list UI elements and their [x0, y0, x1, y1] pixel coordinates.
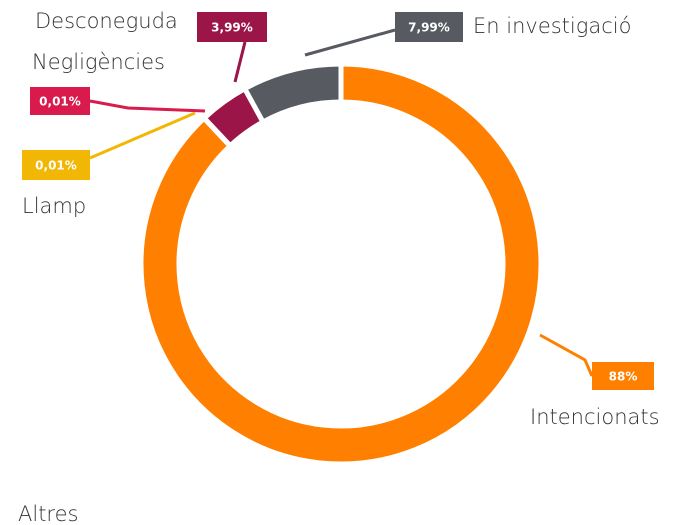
slice-label: Llamp — [22, 194, 86, 218]
slice-label: Desconeguda — [35, 9, 178, 33]
value-box — [22, 150, 90, 180]
donut-slice — [138, 61, 544, 467]
value-label: 88% — [609, 370, 638, 384]
value-label: 7,99% — [408, 21, 450, 35]
slice-label: Intencionats — [530, 405, 660, 429]
value-box — [197, 12, 267, 42]
leader-line — [233, 41, 247, 83]
leader-line — [89, 111, 196, 160]
leader-line — [539, 333, 594, 377]
leader-line — [304, 28, 396, 57]
value-box — [592, 362, 654, 390]
value-label: 0,01% — [35, 159, 77, 173]
slice-label: En investigació — [473, 14, 631, 38]
slice-label: Negligències — [32, 50, 165, 74]
value-box — [30, 87, 90, 115]
slice-label: Altres — [18, 502, 78, 525]
donut-slice — [241, 61, 344, 126]
value-label: 0,01% — [39, 95, 81, 109]
leader-line — [89, 99, 206, 113]
value-label: 3,99% — [211, 21, 253, 35]
value-box — [395, 12, 463, 42]
